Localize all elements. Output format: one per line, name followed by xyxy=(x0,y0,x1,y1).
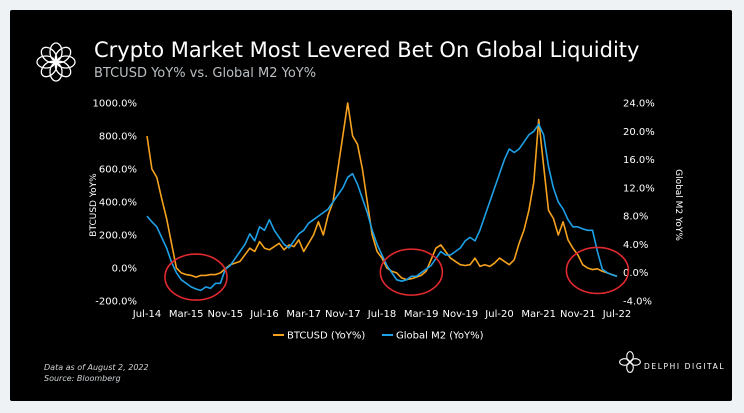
chart-subtitle: BTCUSD YoY% vs. Global M2 YoY% xyxy=(94,66,317,81)
legend-label-btcusd: BTCUSD (YoY%) xyxy=(287,331,365,342)
left-tick-label: 600.0% xyxy=(99,165,137,176)
x-tick-label: Nov-21 xyxy=(560,309,596,320)
source-note: Source: Bloomberg xyxy=(44,374,121,383)
x-tick-label: Jul-22 xyxy=(602,309,631,320)
left-tick-label: 400.0% xyxy=(99,198,137,209)
right-tick-label: 8.0% xyxy=(623,212,648,223)
x-tick-label: Mar-21 xyxy=(521,309,556,320)
left-tick-label: 0.0% xyxy=(112,264,137,275)
delphi-brand-logo-icon xyxy=(619,351,641,373)
left-axis-label: BTCUSD YoY% xyxy=(89,173,99,237)
left-axis-ticks: 1000.0% 800.0% 600.0% 400.0% 200.0% 0.0% -200.… xyxy=(93,99,138,308)
highlight-circle xyxy=(379,248,444,296)
right-tick-label: 12.0% xyxy=(623,183,655,194)
x-tick-label: Nov-15 xyxy=(208,309,244,320)
legend: BTCUSD (YoY%) Global M2 (YoY%) xyxy=(273,331,484,342)
right-axis-ticks: 24.0% 20.0% 16.0% 12.0% 8.0% 4.0% 0.0% -4.0% xyxy=(623,99,655,308)
right-tick-label: -4.0% xyxy=(623,297,652,308)
left-tick-label: -200.0% xyxy=(95,297,137,308)
x-tick-label: Jul-20 xyxy=(484,309,513,320)
left-tick-label: 800.0% xyxy=(99,132,137,143)
right-tick-label: 16.0% xyxy=(623,155,655,166)
left-tick-label: 1000.0% xyxy=(93,99,138,110)
right-tick-label: 24.0% xyxy=(623,99,655,110)
x-tick-label: Mar-15 xyxy=(169,309,204,320)
highlight-circle xyxy=(164,253,228,301)
right-tick-label: 20.0% xyxy=(623,127,655,138)
x-tick-label: Nov-17 xyxy=(325,309,361,320)
right-tick-label: 4.0% xyxy=(623,240,648,251)
x-tick-label: Jul-18 xyxy=(367,309,396,320)
left-tick-label: 200.0% xyxy=(99,231,137,242)
x-axis-ticks: Jul-14 Mar-15 Nov-15 Jul-16 Mar-17 Nov-17 Jul-… xyxy=(132,309,631,320)
right-tick-label: 0.0% xyxy=(623,268,648,279)
series-lines xyxy=(146,102,618,292)
highlight-circle xyxy=(565,246,630,295)
chart-title: Crypto Market Most Levered Bet On Global… xyxy=(94,38,640,62)
right-axis-label: Global M2 YoY% xyxy=(673,169,683,241)
data-as-of-note: Data as of August 2, 2022 xyxy=(44,363,149,372)
chart-card xyxy=(10,10,732,401)
brand-name: DELPHI DIGITAL xyxy=(644,362,726,371)
delphi-flower-logo-icon xyxy=(36,42,76,82)
x-tick-label: Mar-17 xyxy=(286,309,321,320)
x-tick-label: Jul-14 xyxy=(132,309,161,320)
x-tick-label: Jul-16 xyxy=(249,309,278,320)
highlight-circles xyxy=(164,246,630,301)
x-tick-label: Mar-19 xyxy=(404,309,439,320)
x-tick-label: Nov-19 xyxy=(443,309,479,320)
legend-label-global-m2: Global M2 (YoY%) xyxy=(396,331,484,342)
